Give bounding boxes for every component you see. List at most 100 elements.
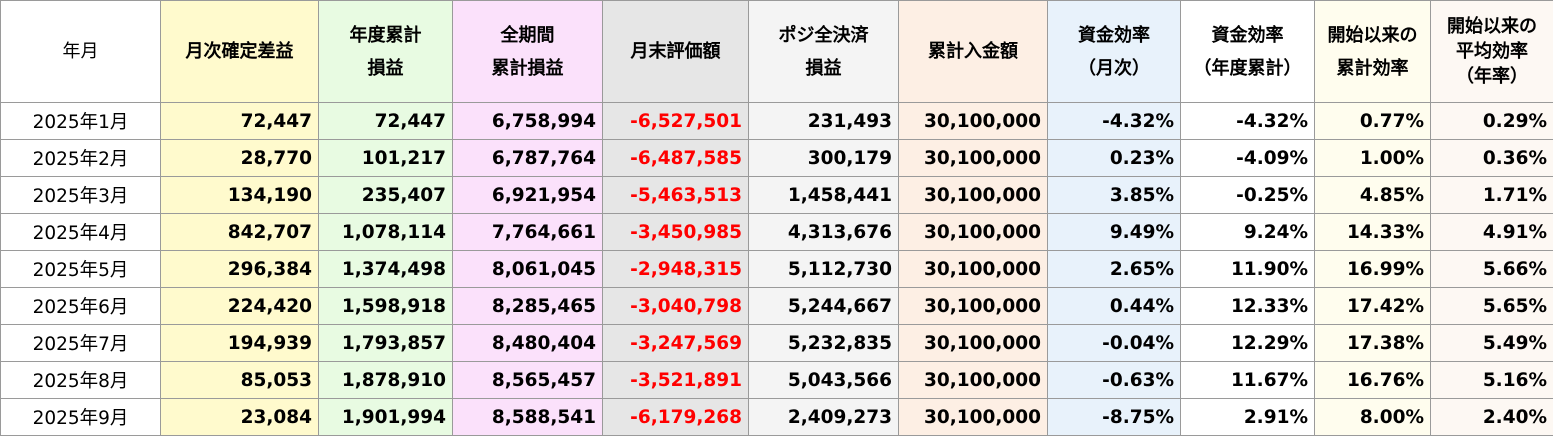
- cell-fiscal-ytd-pnl: 235,407: [318, 176, 453, 214]
- table-row: 2025年1月 72,447 72,447 6,758,994 -6,527,501 23…: [0, 102, 1553, 140]
- cell-monthly-realized-profit: 28,770: [160, 139, 319, 177]
- cell-cumulative-efficiency-since-start: 8.00%: [1314, 398, 1431, 436]
- header-all-time-cumulative-pnl: 全期間 累計損益: [452, 0, 603, 103]
- cell-year-month: 2025年3月: [0, 176, 161, 214]
- cell-full-close-pnl: 5,244,667: [748, 287, 899, 325]
- cell-monthly-realized-profit: 224,420: [160, 287, 319, 325]
- cell-capital-efficiency-ytd: 12.29%: [1180, 324, 1315, 362]
- header-capital-efficiency-ytd: 資金効率 （年度累計）: [1180, 0, 1315, 103]
- cell-month-end-valuation: -3,450,985: [602, 213, 749, 251]
- cell-month-end-valuation: -6,487,585: [602, 139, 749, 177]
- cell-full-close-pnl: 2,409,273: [748, 398, 899, 436]
- cell-average-annual-efficiency: 4.91%: [1430, 213, 1553, 251]
- cell-month-end-valuation: -6,179,268: [602, 398, 749, 436]
- cell-capital-efficiency-ytd: -4.09%: [1180, 139, 1315, 177]
- cell-cumulative-deposits: 30,100,000: [898, 361, 1048, 399]
- cell-cumulative-deposits: 30,100,000: [898, 250, 1048, 288]
- cell-monthly-realized-profit: 842,707: [160, 213, 319, 251]
- cell-cumulative-efficiency-since-start: 17.42%: [1314, 287, 1431, 325]
- header-year-month: 年月: [0, 0, 161, 103]
- cell-capital-efficiency-monthly: 0.44%: [1047, 287, 1181, 325]
- cell-cumulative-deposits: 30,100,000: [898, 139, 1048, 177]
- cell-year-month: 2025年1月: [0, 102, 161, 140]
- cell-year-month: 2025年6月: [0, 287, 161, 325]
- cell-cumulative-efficiency-since-start: 4.85%: [1314, 176, 1431, 214]
- cell-fiscal-ytd-pnl: 1,878,910: [318, 361, 453, 399]
- cell-month-end-valuation: -6,527,501: [602, 102, 749, 140]
- cell-fiscal-ytd-pnl: 72,447: [318, 102, 453, 140]
- table-row: 2025年4月 842,707 1,078,114 7,764,661 -3,450,9…: [0, 213, 1553, 251]
- cell-all-time-cumulative-pnl: 8,565,457: [452, 361, 603, 399]
- cell-full-close-pnl: 231,493: [748, 102, 899, 140]
- cell-capital-efficiency-ytd: 12.33%: [1180, 287, 1315, 325]
- header-row: 年月 月次確定差益 年度累計 損益 全期間 累計損益 月末評価額 ポジ全決済 損…: [0, 0, 1553, 103]
- cell-capital-efficiency-monthly: -0.04%: [1047, 324, 1181, 362]
- cell-average-annual-efficiency: 0.29%: [1430, 102, 1553, 140]
- cell-capital-efficiency-ytd: 11.67%: [1180, 361, 1315, 399]
- cell-capital-efficiency-monthly: 9.49%: [1047, 213, 1181, 251]
- cell-fiscal-ytd-pnl: 1,598,918: [318, 287, 453, 325]
- header-capital-efficiency-monthly: 資金効率 （月次）: [1047, 0, 1181, 103]
- cell-month-end-valuation: -2,948,315: [602, 250, 749, 288]
- cell-average-annual-efficiency: 5.16%: [1430, 361, 1553, 399]
- cell-month-end-valuation: -3,247,569: [602, 324, 749, 362]
- cell-fiscal-ytd-pnl: 1,374,498: [318, 250, 453, 288]
- cell-capital-efficiency-ytd: 2.91%: [1180, 398, 1315, 436]
- cell-fiscal-ytd-pnl: 1,901,994: [318, 398, 453, 436]
- cell-capital-efficiency-monthly: 0.23%: [1047, 139, 1181, 177]
- cell-monthly-realized-profit: 23,084: [160, 398, 319, 436]
- cell-full-close-pnl: 5,232,835: [748, 324, 899, 362]
- cell-cumulative-efficiency-since-start: 14.33%: [1314, 213, 1431, 251]
- cell-capital-efficiency-ytd: 9.24%: [1180, 213, 1315, 251]
- table-row: 2025年3月 134,190 235,407 6,921,954 -5,463,513…: [0, 176, 1553, 214]
- cell-cumulative-deposits: 30,100,000: [898, 324, 1048, 362]
- cell-average-annual-efficiency: 2.40%: [1430, 398, 1553, 436]
- cell-all-time-cumulative-pnl: 7,764,661: [452, 213, 603, 251]
- cell-fiscal-ytd-pnl: 101,217: [318, 139, 453, 177]
- cell-all-time-cumulative-pnl: 6,921,954: [452, 176, 603, 214]
- cell-fiscal-ytd-pnl: 1,793,857: [318, 324, 453, 362]
- cell-cumulative-deposits: 30,100,000: [898, 398, 1048, 436]
- cell-capital-efficiency-ytd: 11.90%: [1180, 250, 1315, 288]
- cell-full-close-pnl: 5,112,730: [748, 250, 899, 288]
- cell-year-month: 2025年4月: [0, 213, 161, 251]
- cell-average-annual-efficiency: 0.36%: [1430, 139, 1553, 177]
- cell-month-end-valuation: -3,521,891: [602, 361, 749, 399]
- cell-cumulative-efficiency-since-start: 17.38%: [1314, 324, 1431, 362]
- cell-capital-efficiency-monthly: -4.32%: [1047, 102, 1181, 140]
- cell-capital-efficiency-monthly: -0.63%: [1047, 361, 1181, 399]
- cell-year-month: 2025年2月: [0, 139, 161, 177]
- cell-capital-efficiency-monthly: 3.85%: [1047, 176, 1181, 214]
- cell-year-month: 2025年8月: [0, 361, 161, 399]
- cell-all-time-cumulative-pnl: 8,480,404: [452, 324, 603, 362]
- cell-monthly-realized-profit: 296,384: [160, 250, 319, 288]
- cell-fiscal-ytd-pnl: 1,078,114: [318, 213, 453, 251]
- table-row: 2025年2月 28,770 101,217 6,787,764 -6,487,585 3…: [0, 139, 1553, 177]
- table-row: 2025年7月 194,939 1,793,857 8,480,404 -3,247,5…: [0, 324, 1553, 362]
- cell-month-end-valuation: -3,040,798: [602, 287, 749, 325]
- cell-average-annual-efficiency: 5.49%: [1430, 324, 1553, 362]
- cell-cumulative-deposits: 30,100,000: [898, 287, 1048, 325]
- cell-monthly-realized-profit: 72,447: [160, 102, 319, 140]
- cell-cumulative-efficiency-since-start: 0.77%: [1314, 102, 1431, 140]
- cell-capital-efficiency-ytd: -0.25%: [1180, 176, 1315, 214]
- table-row: 2025年8月 85,053 1,878,910 8,565,457 -3,521,89…: [0, 361, 1553, 399]
- table-row: 2025年6月 224,420 1,598,918 8,285,465 -3,040,7…: [0, 287, 1553, 325]
- table-row: 2025年9月 23,084 1,901,994 8,588,541 -6,179,26…: [0, 398, 1553, 436]
- cell-all-time-cumulative-pnl: 8,285,465: [452, 287, 603, 325]
- cell-full-close-pnl: 5,043,566: [748, 361, 899, 399]
- cell-cumulative-efficiency-since-start: 16.99%: [1314, 250, 1431, 288]
- cell-month-end-valuation: -5,463,513: [602, 176, 749, 214]
- cell-capital-efficiency-monthly: -8.75%: [1047, 398, 1181, 436]
- cell-capital-efficiency-ytd: -4.32%: [1180, 102, 1315, 140]
- header-average-annual-efficiency: 開始以来の 平均効率 （年率）: [1430, 0, 1553, 103]
- cell-average-annual-efficiency: 5.66%: [1430, 250, 1553, 288]
- cell-capital-efficiency-monthly: 2.65%: [1047, 250, 1181, 288]
- cell-year-month: 2025年7月: [0, 324, 161, 362]
- cell-cumulative-deposits: 30,100,000: [898, 176, 1048, 214]
- cell-all-time-cumulative-pnl: 6,787,764: [452, 139, 603, 177]
- cell-full-close-pnl: 300,179: [748, 139, 899, 177]
- cell-full-close-pnl: 1,458,441: [748, 176, 899, 214]
- cell-monthly-realized-profit: 134,190: [160, 176, 319, 214]
- cell-all-time-cumulative-pnl: 8,061,045: [452, 250, 603, 288]
